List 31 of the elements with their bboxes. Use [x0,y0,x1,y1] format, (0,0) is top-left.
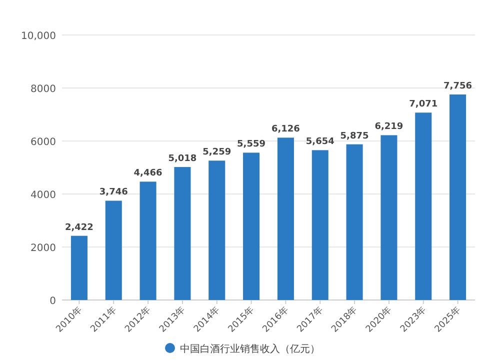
y-tick-label: 0 [50,296,56,307]
data-label: 6,126 [271,124,300,135]
y-tick-label: 6000 [30,137,56,148]
data-label: 7,071 [409,100,438,110]
legend-label: 中国白酒行业销售收入（亿元） [180,343,320,355]
bar [346,144,363,300]
y-tick-label: 10,000 [21,31,56,42]
data-label: 6,219 [374,122,404,132]
data-label: 5,259 [202,148,232,158]
bar [243,152,260,300]
y-tick-label: 8000 [30,84,56,95]
data-label: 3,746 [99,188,128,198]
y-tick-label: 4000 [30,190,56,201]
bar [277,138,294,300]
data-label: 4,466 [134,168,162,179]
data-label: 5,559 [237,140,266,150]
data-label: 5,654 [306,137,334,148]
y-tick-label: 2000 [30,243,56,254]
bar [208,160,226,300]
bar [450,94,466,300]
data-label: 2,422 [64,222,94,233]
bar [312,150,328,300]
bar [140,182,156,300]
data-label: 7,756 [444,81,472,92]
data-label: 5,875 [340,131,369,142]
bar [70,236,88,300]
bar [380,135,398,300]
bar [174,167,191,300]
bar [415,112,432,300]
bar [105,200,122,300]
data-label: 5,018 [168,154,197,164]
